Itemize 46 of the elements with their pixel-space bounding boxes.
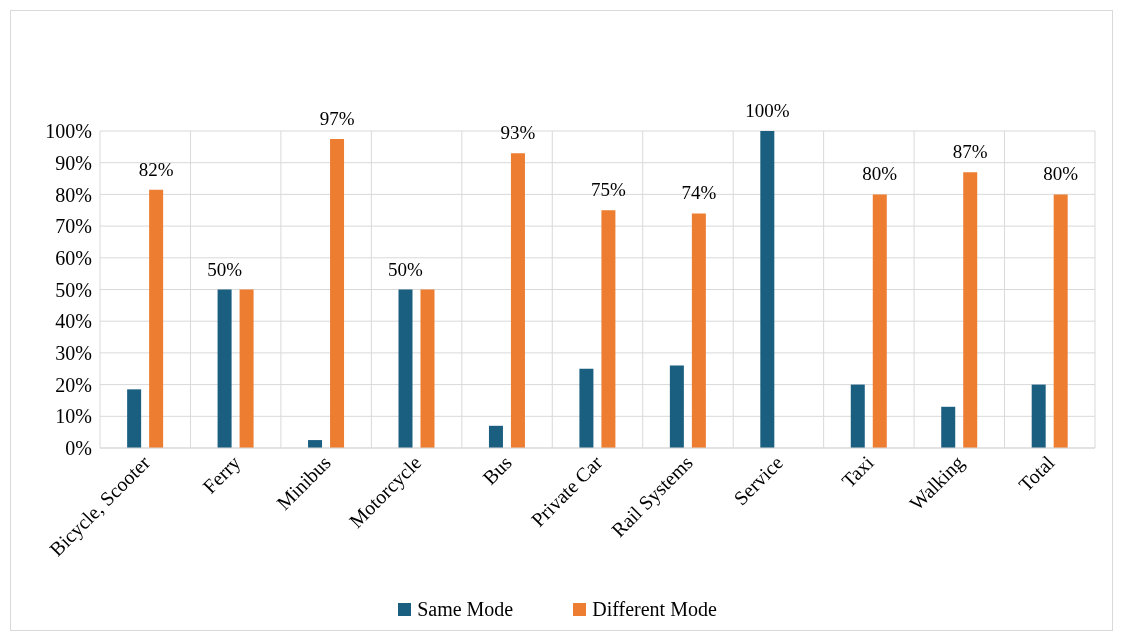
data-label: 80% — [1043, 163, 1079, 185]
y-tick-label: 30% — [55, 342, 92, 364]
y-tick-label: 70% — [55, 215, 92, 238]
y-tick-label: 90% — [55, 151, 92, 174]
bar — [691, 213, 706, 448]
bar — [149, 189, 164, 448]
y-tick-label: 60% — [55, 246, 92, 269]
data-label: 75% — [591, 179, 626, 201]
data-label: 82% — [138, 158, 174, 180]
data-label: 93% — [500, 122, 536, 144]
bar — [1053, 194, 1068, 448]
bar — [217, 289, 232, 448]
y-tick-label: 20% — [55, 373, 92, 396]
bar — [398, 289, 413, 448]
data-label: 50% — [207, 258, 243, 280]
y-tick-label: 10% — [55, 405, 92, 428]
bar — [127, 389, 142, 448]
bar — [330, 138, 345, 448]
y-tick-label: 50% — [55, 278, 92, 301]
data-label: 50% — [388, 258, 424, 280]
bar — [488, 425, 503, 448]
data-label: 80% — [862, 163, 898, 185]
bar — [760, 131, 775, 448]
y-tick-label: 40% — [55, 310, 92, 333]
legend-label: Different Mode — [592, 598, 717, 621]
bar — [510, 153, 525, 448]
y-tick-label: 80% — [55, 183, 92, 206]
bar — [669, 365, 684, 448]
x-tick-label: Taxi — [837, 450, 878, 492]
y-tick-label: 0% — [65, 437, 92, 460]
bar — [941, 406, 956, 448]
bar — [1031, 384, 1046, 448]
y-tick-label: 100% — [45, 120, 92, 143]
bar — [850, 384, 865, 448]
data-label: 97% — [319, 107, 355, 129]
bar — [420, 289, 435, 448]
data-label: 74% — [681, 182, 717, 204]
bar — [963, 172, 978, 448]
bar — [239, 289, 254, 448]
x-tick-label: Bus — [478, 451, 517, 489]
bar — [872, 194, 887, 448]
bar — [601, 210, 616, 448]
legend-label: Same Mode — [417, 598, 514, 621]
bar — [579, 368, 594, 448]
data-label: 100% — [745, 100, 790, 121]
data-label: 87% — [952, 141, 988, 163]
